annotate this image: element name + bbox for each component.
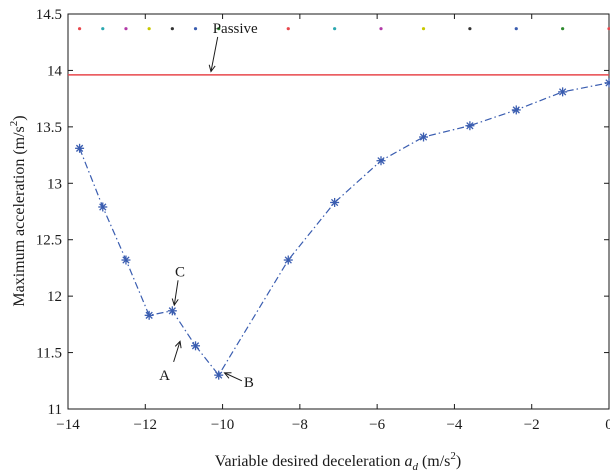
legend-dot [217,27,221,31]
data-point [167,306,177,316]
legend-dot [124,27,128,31]
acceleration-line [79,82,610,377]
x-tick-label: −10 [211,417,234,433]
legend-dot [77,27,82,31]
legend-dot [101,27,105,31]
annotation-a: A [159,340,182,384]
data-point [75,143,85,153]
annotation-label: A [159,368,170,384]
data-point [376,156,386,166]
x-tick-label: −2 [524,417,540,433]
legend-dot [333,27,337,31]
data-point [144,310,154,320]
data-point [511,105,521,115]
data-point-stroke [512,106,520,114]
data-point-stroke [466,122,474,130]
y-tick-label: 14.5 [36,7,62,23]
y-tick-label: 13 [47,176,62,192]
data-point-stroke [145,311,153,319]
data-point-stroke [558,88,567,96]
y-tick-label: 11.5 [36,346,62,362]
legend-dot [147,27,151,31]
legend-dot [607,27,610,31]
data-point-stroke [168,307,176,315]
data-point [98,202,108,212]
data-point [604,78,610,88]
data-point-stroke [122,256,130,264]
legend-dot [170,27,174,31]
annotation-arrow-shaft [210,36,219,72]
x-axis-title: Variable desired deceleration ad (m/s2) [215,450,461,473]
y-tick-label: 14 [47,63,63,79]
data-point [419,132,429,142]
x-tick-label: 0 [605,417,610,433]
legend-dot [514,27,518,31]
data-point-stroke [191,342,200,350]
data-point-stroke [605,80,610,87]
annotation-arrow-shaft [173,280,179,306]
annotation-arrow-shaft [224,372,243,382]
data-point-stroke [330,198,339,207]
legend-dot [193,27,198,31]
data-point-stroke [75,144,84,152]
legend-dot [561,27,565,31]
y-tick-label: 13.5 [36,120,62,136]
data-point [558,87,568,97]
legend-dot [421,27,426,31]
y-tick-label: 12.5 [36,233,62,249]
annotation-label: C [175,264,185,280]
annotation-label: Passive [213,21,258,37]
x-tick-label: −14 [56,417,80,433]
data-point [465,121,475,131]
legend-dot [379,27,383,31]
x-tick-label: −12 [134,417,157,433]
legend-dot [468,27,472,31]
annotation-arrow-head [174,340,182,349]
data-point [283,255,293,265]
x-tick-label: −6 [369,417,385,433]
annotation-b: B [223,372,254,391]
annotation-arrow-shaft [173,341,181,363]
y-tick-label: 12 [47,289,62,305]
annotation-arrow-head [171,298,179,307]
axis-ticks: −14 −12 −10 −8 −6 −4 −2 0 11 11.5 12 12.5 13 13.5 14 14… [36,7,610,433]
data-point-stroke [215,371,223,379]
series-lines [68,74,610,377]
data-point [121,255,131,265]
data-point [214,370,224,380]
annotation-passive: Passive [208,21,258,73]
annotations: Passive C A B [159,21,258,391]
y-tick-label: 11 [48,402,62,418]
annotation-arrow-head [223,372,232,379]
data-point-stroke [99,203,107,211]
data-point [330,197,340,207]
y-axis-title: Maximum acceleration (m/s2) [8,115,28,306]
annotation-label: B [244,375,254,391]
x-tick-label: −8 [292,417,308,433]
legend-dot [286,27,290,31]
data-point [191,341,201,351]
data-point-stroke [377,157,385,165]
series-markers [75,78,610,380]
data-point-stroke [284,256,292,264]
x-tick-label: −4 [446,417,462,433]
annotation-arrow-head [208,64,216,73]
plot-frame [67,13,610,410]
legend-dots [77,27,610,31]
annotation-c: C [171,264,185,307]
data-point-stroke [419,133,428,141]
